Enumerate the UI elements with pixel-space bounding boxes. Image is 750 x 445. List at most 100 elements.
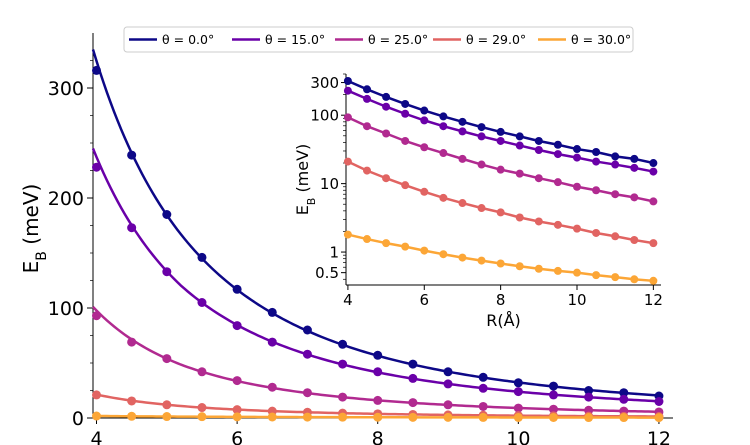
inset-data-point — [611, 152, 620, 161]
main-y-tick-label: 300 — [48, 78, 84, 100]
inset-data-point — [592, 271, 601, 280]
main-data-point — [197, 412, 207, 422]
inset-data-point — [649, 276, 658, 285]
inset-data-point — [649, 239, 658, 248]
inset-data-point — [611, 190, 620, 199]
main-data-point — [478, 412, 488, 422]
main-data-point — [373, 412, 383, 422]
main-data-point — [548, 390, 558, 400]
main-data-point — [127, 396, 137, 406]
main-data-point — [478, 372, 488, 382]
inset-data-point — [363, 166, 371, 175]
inset-data-point — [553, 266, 562, 275]
inset-x-tick-label: 8 — [496, 291, 506, 309]
main-data-point — [619, 394, 629, 404]
inset-data-point — [649, 167, 658, 176]
legend: θ = 0.0° θ = 15.0° θ = 25.0° θ = 29.0° θ = 3… — [123, 26, 634, 53]
inset-data-point — [458, 253, 467, 262]
inset-data-point — [611, 160, 620, 169]
main-data-point — [443, 379, 453, 389]
inset-data-point — [458, 199, 467, 208]
main-data-point — [513, 412, 523, 422]
main-data-point — [548, 404, 558, 414]
inset-y-tick-label: 300 — [310, 74, 339, 92]
main-data-point — [197, 403, 207, 413]
main-data-point — [162, 354, 172, 364]
main-data-point — [197, 252, 207, 262]
main-y-tick-label: 0 — [72, 408, 84, 430]
legend-entry-label: θ = 29.0° — [466, 32, 526, 47]
inset-data-point — [573, 268, 581, 277]
main-data-point — [548, 381, 558, 391]
inset-data-point — [382, 102, 391, 111]
main-data-point — [232, 412, 242, 422]
inset-data-point — [630, 236, 639, 245]
inset-data-point — [553, 220, 562, 229]
inset-y-axis-label: EB (meV) — [293, 144, 318, 216]
inset-data-point — [477, 256, 486, 265]
inset-data-point — [496, 208, 505, 217]
main-data-point — [373, 395, 383, 405]
inset-x-axis-label: R(Å) — [486, 311, 521, 330]
inset-data-point — [592, 228, 601, 237]
inset-data-point — [363, 235, 371, 244]
main-data-point — [408, 398, 418, 408]
inset-data-point — [573, 153, 581, 162]
inset-data-point — [343, 86, 352, 95]
main-data-point — [619, 413, 629, 423]
main-data-point — [654, 397, 664, 406]
main-data-point — [92, 65, 102, 75]
main-data-point — [478, 401, 488, 411]
inset-data-point — [439, 149, 448, 158]
main-data-point — [302, 349, 312, 359]
inset-data-point — [534, 136, 543, 145]
main-data-point — [443, 400, 453, 410]
main-data-point — [302, 412, 312, 422]
inset-data-point — [343, 113, 352, 122]
inset-x-tick-label: 4 — [343, 291, 353, 309]
main-data-point — [127, 223, 137, 233]
main-data-point — [162, 210, 172, 219]
inset-y-tick-label: 10 — [320, 175, 339, 193]
main-data-point — [584, 386, 594, 395]
inset-data-point — [439, 112, 448, 121]
inset-series-line-4 — [347, 233, 654, 283]
main-y-axis-label: EB (meV) — [19, 184, 50, 274]
main-data-point — [267, 337, 277, 347]
main-data-point — [338, 392, 348, 402]
main-data-point — [338, 359, 348, 369]
main-data-point — [92, 162, 102, 172]
main-data-point — [408, 373, 418, 383]
inset-data-point — [382, 92, 391, 101]
legend-box — [123, 26, 634, 53]
inset-data-point — [477, 160, 486, 169]
main-data-point — [302, 325, 312, 335]
inset-data-point — [477, 204, 486, 213]
main-data-point — [197, 367, 207, 377]
inset-data-point — [458, 127, 467, 136]
main-data-point — [478, 383, 488, 393]
main-x-tick-label: 8 — [372, 428, 384, 445]
inset-data-point — [515, 262, 524, 271]
main-data-point — [232, 321, 242, 331]
main-data-point — [338, 412, 348, 422]
main-data-point — [267, 382, 277, 392]
legend-entry-label: θ = 15.0° — [265, 32, 325, 47]
inset-data-point — [649, 197, 658, 206]
main-data-point — [373, 350, 383, 360]
main-data-point — [548, 412, 558, 422]
main-data-point — [373, 367, 383, 377]
main-data-point — [162, 412, 172, 422]
legend-entry-label: θ = 30.0° — [571, 32, 631, 47]
legend-entry-label: θ = 0.0° — [162, 32, 214, 47]
inset-data-point — [401, 109, 410, 118]
main-x-tick-label: 12 — [647, 428, 671, 445]
inset-data-point — [382, 239, 391, 248]
inset-data-point — [649, 159, 658, 168]
inset-data-point — [439, 193, 448, 202]
inset-data-point — [420, 106, 429, 115]
main-data-point — [513, 378, 523, 388]
inset-data-point — [573, 224, 581, 233]
main-data-point — [127, 411, 137, 421]
